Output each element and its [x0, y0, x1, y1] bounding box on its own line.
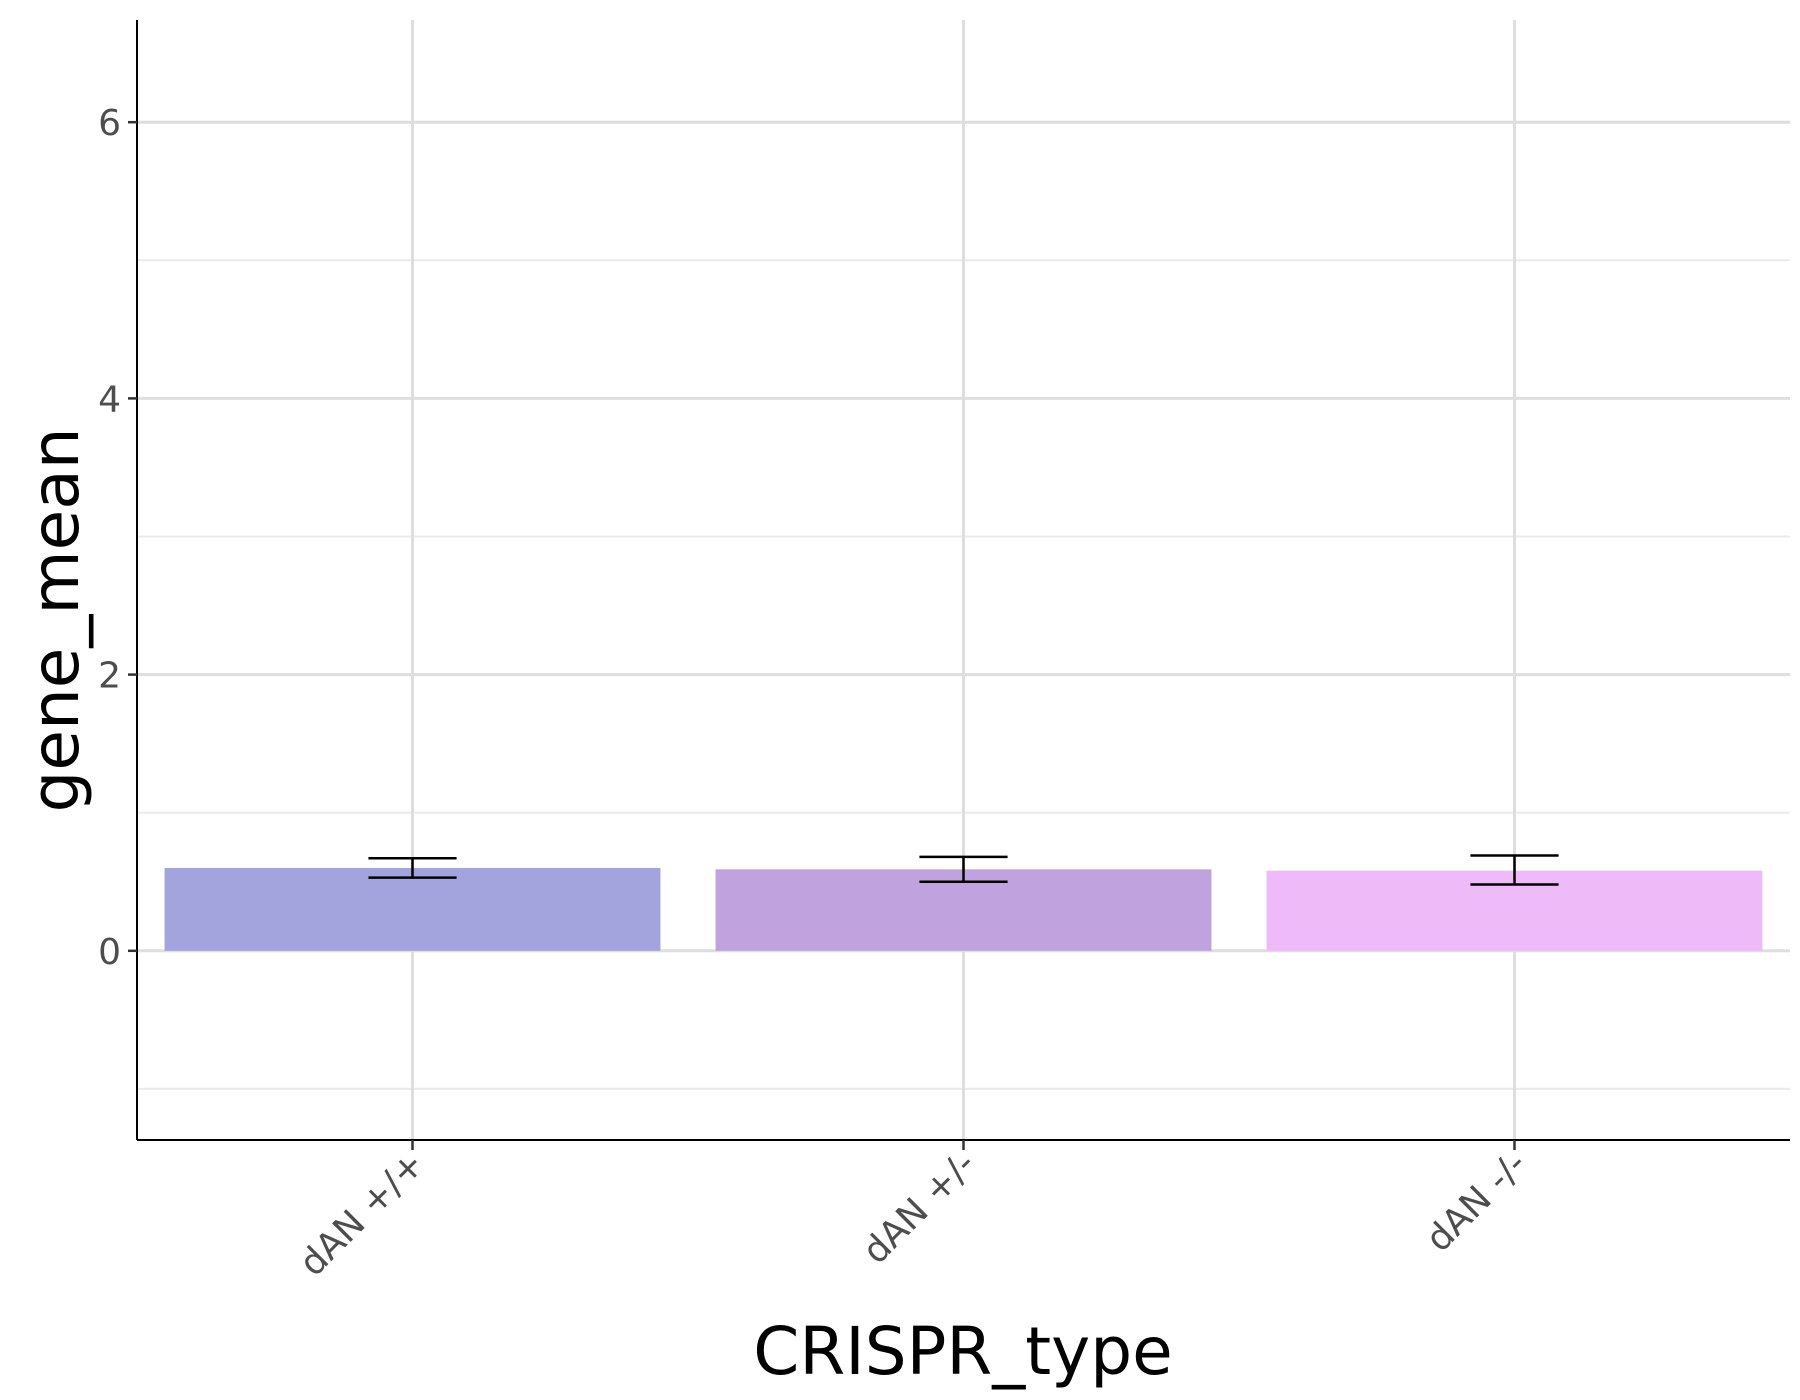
- x-tick-label: dAN +/+: [292, 1143, 433, 1284]
- x-tick-label: dAN +/-: [855, 1143, 984, 1272]
- y-axis-title: gene_mean: [17, 427, 94, 812]
- y-tick-label: 0: [98, 932, 121, 973]
- y-tick-label: 6: [98, 103, 121, 144]
- x-tick-label: dAN -/-: [1418, 1143, 1535, 1260]
- tick-labels: 0 2 4 6 dAN +/+ dAN +/- dAN -/-: [98, 103, 1535, 1284]
- x-axis-title: CRISPR_type: [753, 1313, 1172, 1390]
- y-tick-label: 4: [98, 379, 121, 420]
- grid-lines: [137, 20, 1790, 1140]
- error-bars: [368, 854, 1559, 886]
- bar: [164, 867, 661, 951]
- y-tick-label: 2: [98, 656, 121, 697]
- axes: [128, 20, 1790, 1150]
